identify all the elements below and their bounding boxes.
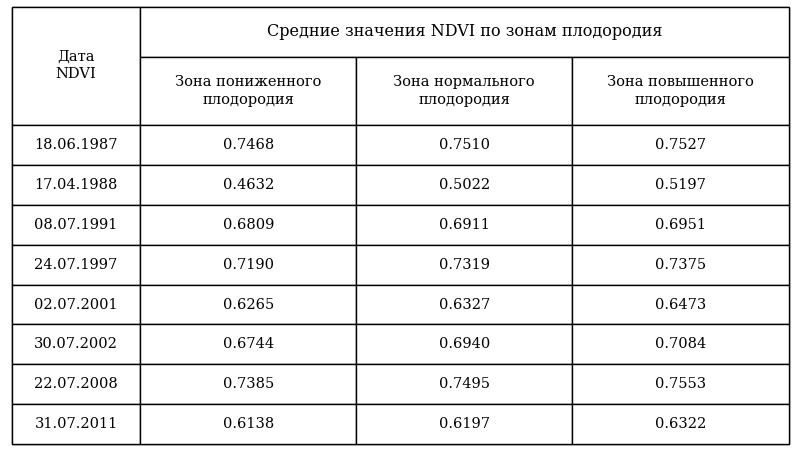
Bar: [356, 165, 572, 205]
Bar: [356, 285, 572, 324]
Bar: [572, 125, 789, 165]
Bar: [140, 404, 356, 444]
Bar: [356, 244, 572, 285]
Text: Дата
NDVI: Дата NDVI: [56, 50, 96, 82]
Bar: [572, 244, 789, 285]
Text: 0.7319: 0.7319: [439, 258, 489, 272]
Bar: [140, 324, 356, 364]
Text: 0.7375: 0.7375: [655, 258, 706, 272]
Text: 0.6327: 0.6327: [439, 298, 490, 312]
Text: 0.6473: 0.6473: [655, 298, 706, 312]
Text: 0.7495: 0.7495: [439, 377, 489, 391]
Bar: [12, 7, 140, 125]
Text: 0.6322: 0.6322: [655, 417, 706, 431]
Bar: [12, 165, 140, 205]
Text: 0.6911: 0.6911: [439, 218, 489, 232]
Text: 0.7527: 0.7527: [655, 138, 706, 152]
Text: Зона пониженного
плодородия: Зона пониженного плодородия: [175, 75, 321, 106]
Bar: [12, 125, 140, 165]
Text: 18.06.1987: 18.06.1987: [34, 138, 118, 152]
Text: 0.6940: 0.6940: [439, 337, 490, 351]
Bar: [356, 205, 572, 244]
Bar: [140, 205, 356, 244]
Bar: [572, 165, 789, 205]
Text: 0.6951: 0.6951: [655, 218, 706, 232]
Bar: [12, 205, 140, 244]
Text: Зона нормального
плодородия: Зона нормального плодородия: [393, 75, 535, 106]
Bar: [572, 364, 789, 404]
Bar: [140, 125, 356, 165]
Text: 0.7385: 0.7385: [223, 377, 274, 391]
Text: 0.7084: 0.7084: [655, 337, 706, 351]
Text: 30.07.2002: 30.07.2002: [34, 337, 118, 351]
Text: 0.5022: 0.5022: [439, 178, 489, 192]
Text: 17.04.1988: 17.04.1988: [34, 178, 118, 192]
Text: 0.6138: 0.6138: [223, 417, 274, 431]
Text: 0.6809: 0.6809: [223, 218, 274, 232]
Text: 0.7190: 0.7190: [223, 258, 274, 272]
Text: 0.6265: 0.6265: [223, 298, 274, 312]
Bar: [12, 285, 140, 324]
Bar: [12, 244, 140, 285]
Bar: [572, 324, 789, 364]
Text: Зона повышенного
плодородия: Зона повышенного плодородия: [607, 75, 754, 106]
Bar: [356, 324, 572, 364]
Bar: [12, 404, 140, 444]
Text: 31.07.2011: 31.07.2011: [34, 417, 118, 431]
Bar: [140, 7, 789, 57]
Text: 24.07.1997: 24.07.1997: [34, 258, 118, 272]
Bar: [356, 57, 572, 125]
Text: 0.5197: 0.5197: [655, 178, 706, 192]
Text: 0.6744: 0.6744: [223, 337, 274, 351]
Bar: [140, 165, 356, 205]
Bar: [12, 364, 140, 404]
Bar: [140, 285, 356, 324]
Bar: [140, 364, 356, 404]
Text: 0.7468: 0.7468: [223, 138, 274, 152]
Text: 02.07.2001: 02.07.2001: [34, 298, 118, 312]
Bar: [572, 205, 789, 244]
Bar: [356, 364, 572, 404]
Text: 0.6197: 0.6197: [439, 417, 489, 431]
Bar: [12, 324, 140, 364]
Bar: [572, 404, 789, 444]
Bar: [572, 285, 789, 324]
Bar: [356, 404, 572, 444]
Bar: [356, 125, 572, 165]
Text: Средние значения NDVI по зонам плодородия: Средние значения NDVI по зонам плодороди…: [267, 23, 662, 41]
Text: 22.07.2008: 22.07.2008: [34, 377, 118, 391]
Bar: [572, 57, 789, 125]
Bar: [140, 244, 356, 285]
Text: 08.07.1991: 08.07.1991: [34, 218, 118, 232]
Text: 0.4632: 0.4632: [223, 178, 274, 192]
Bar: [140, 57, 356, 125]
Text: 0.7553: 0.7553: [655, 377, 706, 391]
Text: 0.7510: 0.7510: [439, 138, 489, 152]
